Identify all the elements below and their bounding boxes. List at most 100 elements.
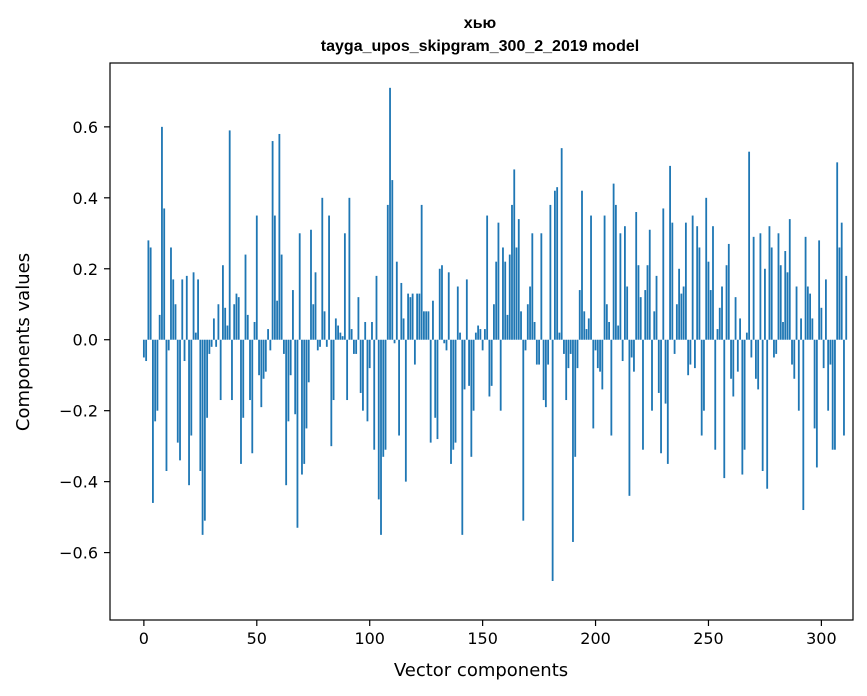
plot-frame bbox=[109, 62, 854, 621]
bar-component-295 bbox=[809, 293, 811, 340]
bar-component-78 bbox=[319, 339, 321, 347]
bar-component-198 bbox=[590, 215, 592, 340]
bar-component-135 bbox=[447, 272, 450, 340]
bar-component-139 bbox=[456, 286, 459, 340]
bar-component-90 bbox=[346, 339, 349, 401]
bar-component-137 bbox=[452, 339, 455, 450]
bar-component-308 bbox=[838, 247, 841, 340]
bar-component-221 bbox=[642, 339, 644, 450]
bar-component-59 bbox=[276, 300, 279, 340]
bar-component-246 bbox=[698, 247, 701, 340]
bar-component-80 bbox=[323, 311, 326, 340]
bar-component-227 bbox=[655, 275, 658, 340]
bar-component-197 bbox=[587, 318, 590, 340]
bar-component-13 bbox=[172, 279, 175, 340]
bar-component-26 bbox=[201, 339, 204, 535]
bar-component-61 bbox=[280, 254, 283, 340]
bar-component-111 bbox=[393, 339, 396, 344]
x-tick-label: 200 bbox=[580, 629, 611, 648]
bar-component-100 bbox=[368, 339, 371, 369]
bar-component-107 bbox=[384, 339, 387, 450]
bar-component-58 bbox=[273, 215, 276, 340]
bar-component-272 bbox=[757, 339, 760, 390]
bar-component-45 bbox=[244, 254, 247, 340]
bar-component-226 bbox=[653, 311, 656, 340]
bar-component-209 bbox=[614, 204, 617, 340]
bar-component-138 bbox=[454, 339, 457, 443]
bar-component-156 bbox=[495, 261, 498, 340]
bar-component-188 bbox=[567, 339, 570, 369]
bar-component-212 bbox=[621, 339, 624, 362]
bar-component-106 bbox=[382, 339, 385, 457]
bar-component-75 bbox=[312, 304, 315, 340]
bar-component-281 bbox=[777, 233, 780, 340]
bar-component-9 bbox=[163, 208, 166, 340]
bar-component-205 bbox=[605, 304, 608, 340]
bar-component-74 bbox=[310, 229, 312, 340]
bar-component-144 bbox=[468, 339, 470, 386]
bar-component-291 bbox=[800, 318, 802, 340]
bar-component-234 bbox=[671, 222, 674, 340]
bar-component-30 bbox=[210, 339, 213, 347]
bar-component-19 bbox=[185, 275, 188, 340]
bar-component-104 bbox=[377, 339, 380, 500]
bar-component-296 bbox=[811, 318, 814, 340]
bar-component-162 bbox=[508, 254, 511, 340]
bar-component-108 bbox=[386, 204, 389, 340]
bar-component-297 bbox=[813, 339, 816, 429]
bar-component-207 bbox=[610, 339, 613, 436]
bar-component-194 bbox=[581, 190, 583, 340]
bar-component-172 bbox=[531, 233, 534, 340]
bar-component-101 bbox=[371, 321, 373, 340]
bar-component-180 bbox=[549, 204, 552, 340]
bar-component-258 bbox=[725, 265, 728, 340]
y-tick-label: 0.6 bbox=[73, 118, 98, 137]
bar-component-166 bbox=[517, 219, 520, 340]
bar-component-131 bbox=[438, 268, 441, 340]
bar-component-66 bbox=[292, 290, 294, 340]
x-axis-ticks: 0 50 100 150 200 250 300 bbox=[139, 620, 837, 648]
y-tick-label: 0.0 bbox=[73, 331, 98, 350]
bar-component-152 bbox=[486, 215, 489, 340]
bar-component-195 bbox=[583, 311, 586, 340]
bar-component-309 bbox=[840, 222, 843, 340]
bar-component-292 bbox=[802, 339, 805, 511]
bar-component-102 bbox=[373, 339, 376, 450]
bar-component-217 bbox=[633, 339, 635, 372]
bar-component-32 bbox=[215, 339, 218, 347]
bar-component-169 bbox=[524, 339, 527, 351]
bar-component-178 bbox=[544, 339, 547, 408]
bar-component-117 bbox=[407, 293, 410, 340]
bar-component-303 bbox=[827, 339, 830, 411]
x-tick-label: 150 bbox=[467, 629, 498, 648]
chart-subtitle: tayga_upos_skipgram_300_2_2019 model bbox=[321, 38, 639, 55]
bar-component-60 bbox=[278, 133, 281, 340]
bar-component-161 bbox=[506, 314, 509, 340]
bar-component-98 bbox=[364, 321, 367, 340]
bar-component-311 bbox=[845, 275, 848, 340]
bar-component-121 bbox=[416, 293, 419, 340]
bar-component-27 bbox=[203, 339, 206, 521]
bar-component-5 bbox=[154, 339, 157, 422]
bar-component-23 bbox=[194, 332, 197, 340]
bar-component-260 bbox=[730, 339, 732, 379]
bar-component-202 bbox=[599, 339, 601, 372]
bar-component-173 bbox=[533, 321, 536, 340]
bar-component-154 bbox=[490, 339, 493, 386]
bar-component-184 bbox=[558, 332, 561, 340]
bar-component-276 bbox=[766, 339, 769, 489]
x-axis-label: Vector components bbox=[394, 660, 568, 681]
bar-component-214 bbox=[626, 286, 629, 340]
bar-component-253 bbox=[714, 339, 717, 450]
bar-component-115 bbox=[402, 318, 405, 340]
bar-component-33 bbox=[217, 304, 220, 340]
bar-component-96 bbox=[359, 339, 362, 393]
bar-component-69 bbox=[298, 233, 301, 340]
bar-component-230 bbox=[662, 208, 665, 340]
bar-component-97 bbox=[362, 339, 364, 411]
bar-component-149 bbox=[479, 329, 482, 340]
x-tick-label: 300 bbox=[806, 629, 837, 648]
y-tick-label: 0.2 bbox=[73, 260, 98, 279]
bar-component-286 bbox=[788, 219, 791, 340]
bar-component-215 bbox=[628, 339, 631, 496]
